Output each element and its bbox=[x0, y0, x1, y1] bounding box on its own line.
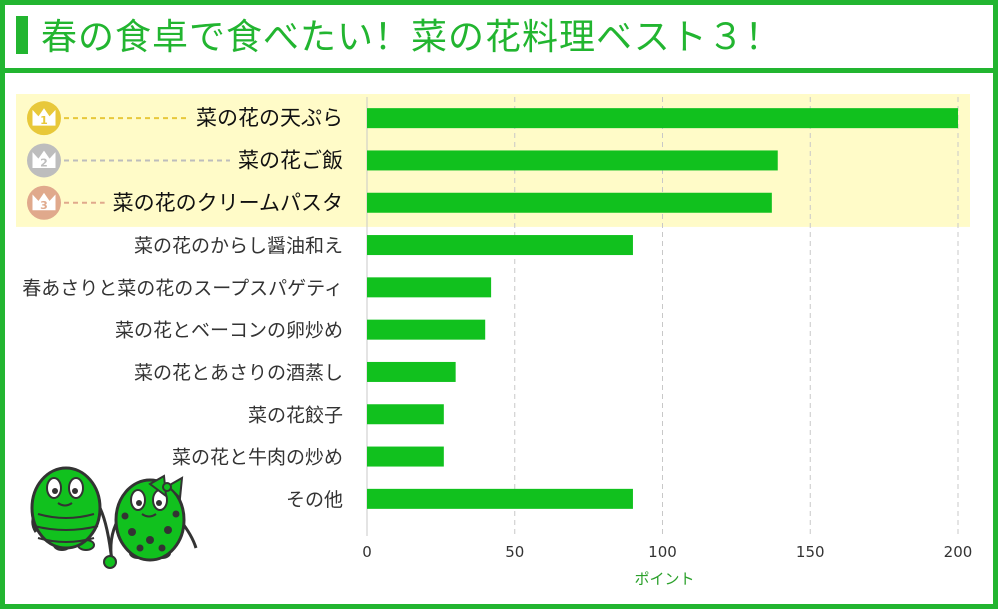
category-label: 菜の花のからし醤油和え bbox=[134, 235, 343, 257]
category-label: その他 bbox=[286, 489, 343, 511]
x-tick-label: 200 bbox=[944, 543, 973, 561]
mascot-illustration bbox=[30, 466, 198, 569]
x-tick-label: 0 bbox=[362, 543, 372, 561]
category-label: 菜の花とあさりの酒蒸し bbox=[134, 362, 343, 384]
category-label: 菜の花のクリームパスタ bbox=[113, 191, 343, 215]
bar bbox=[367, 319, 486, 340]
category-label: 菜の花と牛肉の炒め bbox=[172, 447, 343, 469]
bar bbox=[367, 277, 492, 298]
bar bbox=[367, 235, 633, 256]
x-tick-label: 100 bbox=[648, 543, 677, 561]
x-tick-label: 50 bbox=[505, 543, 524, 561]
bar bbox=[367, 150, 778, 171]
bar bbox=[367, 361, 456, 382]
category-label: 菜の花とベーコンの卵炒め bbox=[115, 320, 343, 342]
category-label: 菜の花餃子 bbox=[248, 404, 343, 426]
category-label: 春あさりと菜の花のスープスパゲティ bbox=[22, 277, 343, 299]
bar bbox=[367, 404, 444, 425]
crown-icon bbox=[32, 108, 56, 126]
striped-mascot bbox=[30, 466, 114, 563]
crown-icon bbox=[32, 192, 56, 211]
bar bbox=[367, 488, 633, 509]
rank-number: 2 bbox=[40, 156, 48, 169]
x-tick-label: 150 bbox=[796, 543, 825, 561]
title-accent bbox=[16, 16, 28, 54]
x-axis-title: ポイント bbox=[634, 570, 694, 588]
bar bbox=[367, 108, 958, 129]
title-bar: 春の食卓で食べたい！菜の花料理ベスト３！ bbox=[5, 5, 993, 73]
bar bbox=[367, 446, 444, 467]
category-label: 菜の花の天ぷら bbox=[196, 106, 343, 130]
chart-title: 春の食卓で食べたい！菜の花料理ベスト３！ bbox=[41, 17, 782, 58]
crown-icon bbox=[32, 150, 56, 168]
dotted-mascot bbox=[109, 474, 198, 563]
rank-number: 1 bbox=[40, 114, 48, 127]
rank-number: 3 bbox=[40, 199, 48, 212]
category-label: 菜の花ご飯 bbox=[238, 148, 343, 172]
bar bbox=[367, 192, 772, 213]
